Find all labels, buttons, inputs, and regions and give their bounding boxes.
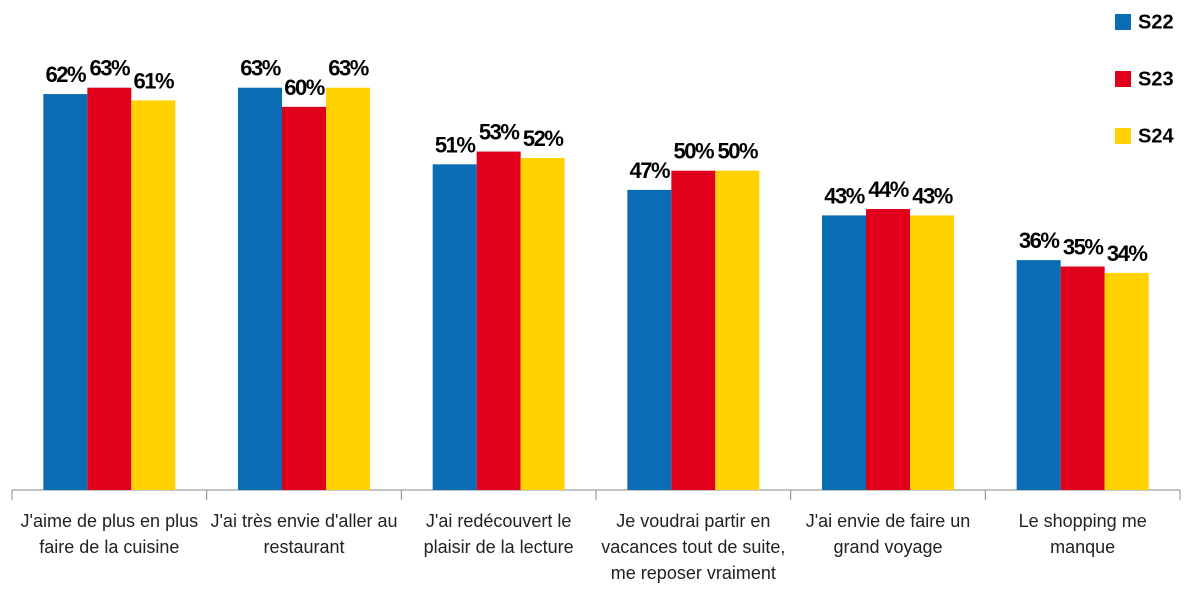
x-tick-label: J'ai redécouvert le plaisir de la lectur…	[423, 511, 574, 557]
value-label: 62%	[46, 62, 86, 87]
value-label: 51%	[435, 132, 475, 157]
bar	[520, 157, 565, 490]
value-label: 60%	[284, 75, 324, 100]
legend-label: S24	[1138, 125, 1174, 147]
value-label: 63%	[240, 56, 280, 81]
bar	[131, 100, 176, 490]
bar	[1016, 260, 1061, 490]
value-label: 50%	[718, 139, 758, 164]
value-label: 43%	[824, 183, 864, 208]
value-label: 36%	[1019, 228, 1059, 253]
bar	[476, 151, 521, 491]
bar	[282, 106, 326, 490]
value-label: 53%	[479, 120, 519, 145]
bar	[715, 170, 760, 490]
value-label: 35%	[1063, 235, 1103, 260]
bar	[910, 215, 954, 490]
x-tick-label: J'aime de plus en plus faire de la cuisi…	[20, 511, 199, 557]
value-label: 44%	[868, 177, 908, 202]
value-label: 61%	[134, 68, 174, 93]
value-label: 63%	[328, 56, 368, 81]
bar	[866, 209, 910, 490]
x-tick-label: J'ai envie de faire un grand voyage	[805, 511, 971, 557]
legend-swatch	[1115, 128, 1131, 144]
bar	[671, 170, 716, 490]
bar	[432, 164, 477, 491]
bar	[627, 189, 672, 490]
x-tick-label: Je voudrai partir en vacances tout de su…	[601, 511, 786, 583]
bar	[238, 87, 282, 490]
bar	[1060, 266, 1105, 490]
value-label: 50%	[674, 139, 714, 164]
bar	[326, 87, 370, 490]
legend-label: S23	[1138, 68, 1174, 90]
legend-swatch	[1115, 71, 1131, 87]
bar	[43, 94, 88, 490]
value-label: 52%	[523, 126, 563, 151]
x-tick-label: J'ai très envie d'aller au restaurant	[210, 511, 398, 557]
bar	[822, 215, 866, 490]
legend-label: S22	[1138, 11, 1174, 33]
bar	[1104, 272, 1149, 490]
value-label: 34%	[1107, 241, 1147, 266]
bar	[87, 87, 132, 490]
value-label: 43%	[912, 183, 952, 208]
value-label: 63%	[90, 56, 130, 81]
value-label: 47%	[630, 158, 670, 183]
x-tick-label: Le shopping me manque	[1018, 511, 1147, 557]
legend-swatch	[1115, 14, 1131, 30]
